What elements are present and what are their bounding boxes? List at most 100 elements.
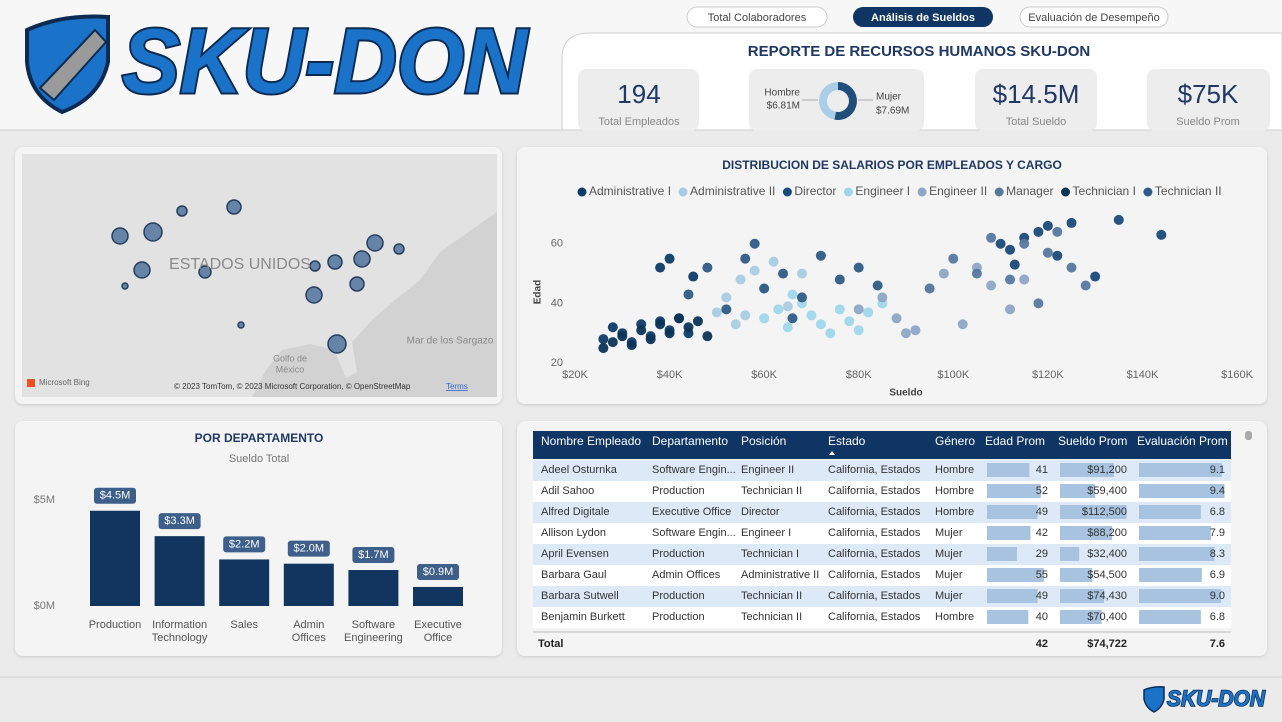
scatter-point[interactable] (986, 280, 997, 291)
scatter-point[interactable] (636, 325, 647, 336)
legend-label[interactable]: Technician I (1073, 184, 1136, 198)
legend-marker[interactable] (782, 187, 792, 197)
map-bubble[interactable] (226, 199, 242, 215)
scatter-point[interactable] (730, 319, 741, 330)
legend-marker[interactable] (678, 187, 688, 197)
scatter-point[interactable] (721, 292, 732, 303)
scatter-point[interactable] (1052, 226, 1063, 237)
scatter-point[interactable] (1080, 280, 1091, 291)
scatter-point[interactable] (759, 283, 770, 294)
column-header[interactable]: Género (935, 434, 975, 448)
scatter-point[interactable] (948, 253, 959, 264)
scatter-point[interactable] (607, 337, 618, 348)
legend-label[interactable]: Administrative I (589, 184, 671, 198)
map-bubble[interactable] (198, 265, 212, 279)
scatter-point[interactable] (1156, 229, 1167, 240)
map-bubble[interactable] (366, 234, 384, 252)
scatter-point[interactable] (1005, 274, 1016, 285)
scatter-point[interactable] (655, 319, 666, 330)
column-header[interactable]: Sueldo Prom (1058, 434, 1127, 448)
column-header[interactable]: Nombre Empleado (541, 434, 641, 448)
scatter-point[interactable] (995, 238, 1006, 249)
scatter-point[interactable] (1009, 259, 1020, 270)
scatter-point[interactable] (607, 322, 618, 333)
donut-slice[interactable] (834, 82, 857, 120)
sort-indicator[interactable] (829, 451, 835, 455)
scatter-point[interactable] (721, 304, 732, 315)
scatter-point[interactable] (957, 319, 968, 330)
scatter-point[interactable] (872, 280, 883, 291)
scatter-point[interactable] (834, 304, 845, 315)
scrollbar[interactable] (1245, 431, 1252, 440)
scatter-point[interactable] (617, 331, 628, 342)
scatter-point[interactable] (787, 289, 798, 300)
scatter-point[interactable] (1066, 262, 1077, 273)
legend-label[interactable]: Administrative II (690, 184, 775, 198)
map-bubble[interactable] (143, 222, 163, 242)
column-header[interactable]: Evaluación Prom (1137, 434, 1228, 448)
scatter-point[interactable] (1066, 217, 1077, 228)
scatter-point[interactable] (1005, 244, 1016, 255)
nav-tab-label[interactable]: Total Colaboradores (708, 12, 807, 24)
scatter-point[interactable] (735, 274, 746, 285)
scatter-point[interactable] (664, 253, 675, 264)
scatter-point[interactable] (1019, 274, 1030, 285)
scatter-point[interactable] (778, 268, 789, 279)
scatter-point[interactable] (768, 256, 779, 267)
scatter-point[interactable] (749, 265, 760, 276)
nav-tab[interactable] (686, 6, 828, 28)
scatter-point[interactable] (702, 262, 713, 273)
scatter-point[interactable] (1033, 298, 1044, 309)
bar[interactable] (90, 510, 140, 606)
scatter-point[interactable] (664, 328, 675, 339)
nav-tab[interactable] (1019, 6, 1169, 28)
scatter-point[interactable] (674, 313, 685, 324)
scatter-point[interactable] (877, 292, 888, 303)
scatter-point[interactable] (834, 274, 845, 285)
scatter-point[interactable] (986, 232, 997, 243)
scatter-point[interactable] (853, 262, 864, 273)
legend-marker[interactable] (1143, 187, 1153, 197)
scatter-point[interactable] (740, 310, 751, 321)
map-bubble[interactable] (121, 282, 129, 290)
column-header[interactable]: Departamento (652, 434, 728, 448)
scatter-point[interactable] (740, 253, 751, 264)
scatter-point[interactable] (782, 322, 793, 333)
scatter-point[interactable] (815, 250, 826, 261)
nav-tab-label[interactable]: Evaluación de Desempeño (1028, 12, 1159, 24)
map-bubble[interactable] (393, 243, 405, 255)
column-header[interactable]: Edad Prom (985, 434, 1045, 448)
scatter-point[interactable] (815, 319, 826, 330)
map-bubble[interactable] (111, 227, 129, 245)
scatter-point[interactable] (749, 238, 760, 249)
legend-marker[interactable] (843, 187, 853, 197)
legend-label[interactable]: Director (794, 184, 836, 198)
scatter-point[interactable] (910, 325, 921, 336)
legend-label[interactable]: Engineer II (929, 184, 987, 198)
scatter-point[interactable] (938, 268, 949, 279)
nav-tab-label[interactable]: Análisis de Sueldos (871, 12, 975, 24)
scatter-point[interactable] (645, 334, 656, 345)
scatter-point[interactable] (853, 304, 864, 315)
scatter-point[interactable] (688, 271, 699, 282)
scatter-point[interactable] (1042, 220, 1053, 231)
scatter-point[interactable] (853, 325, 864, 336)
donut-slice[interactable] (818, 81, 838, 120)
bar[interactable] (348, 570, 399, 606)
map-bubble[interactable] (309, 260, 321, 272)
scatter-point[interactable] (796, 292, 807, 303)
legend-label[interactable]: Technician II (1155, 184, 1222, 198)
column-header[interactable]: Posición (741, 434, 786, 448)
map-bubble[interactable] (305, 286, 323, 304)
scatter-point[interactable] (773, 304, 784, 315)
scatter-point[interactable] (806, 310, 817, 321)
bar[interactable] (219, 559, 270, 606)
legend-label[interactable]: Engineer I (855, 184, 910, 198)
scatter-point[interactable] (626, 340, 637, 351)
scatter-point[interactable] (1005, 304, 1016, 315)
scatter-point[interactable] (702, 331, 713, 342)
scatter-point[interactable] (891, 313, 902, 324)
scatter-point[interactable] (598, 334, 609, 345)
scatter-point[interactable] (683, 289, 694, 300)
scatter-point[interactable] (1113, 214, 1124, 225)
